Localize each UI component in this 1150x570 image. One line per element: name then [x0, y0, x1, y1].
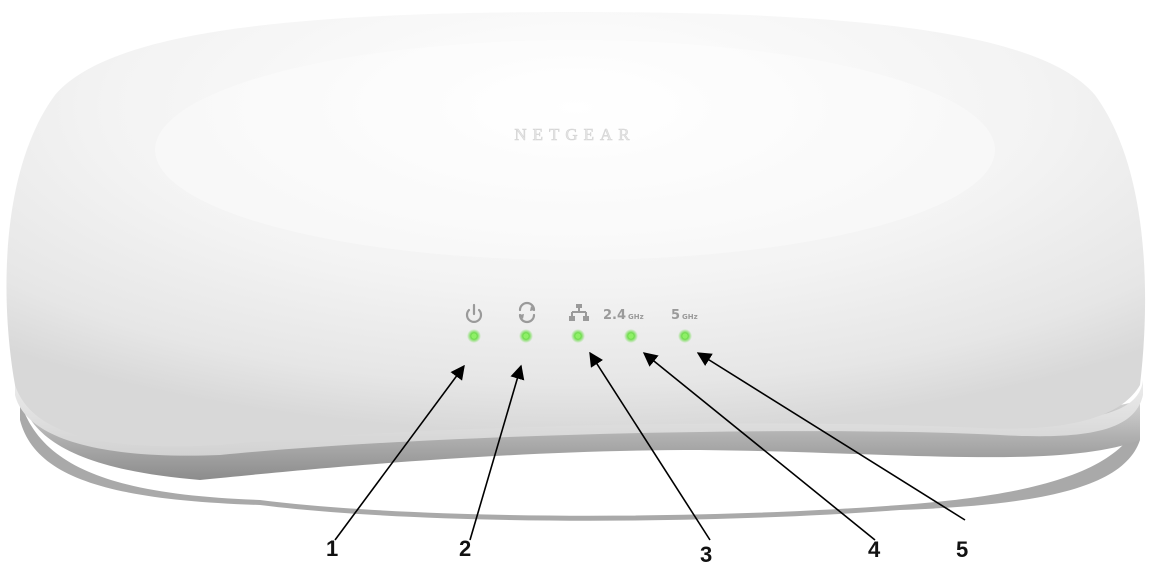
callout-number-5: 5 — [956, 537, 968, 562]
wifi-5-led — [678, 329, 692, 343]
band-5-label: 5 GHz — [671, 308, 698, 323]
band-2-4-label: 2.4 GHz — [603, 308, 644, 323]
cloud-icon — [518, 301, 536, 324]
callout-number-2: 2 — [459, 536, 471, 561]
brand-logo: NETGEAR — [514, 125, 635, 144]
shell-highlight — [155, 40, 995, 260]
cloud-led — [519, 329, 533, 343]
lan-icon — [569, 304, 589, 321]
callout-number-1: 1 — [326, 536, 338, 561]
device-top-shell — [6, 12, 1146, 447]
power-led — [467, 329, 481, 343]
callout-number-4: 4 — [868, 537, 881, 562]
lan-led — [571, 329, 585, 343]
callout-arrow-3 — [589, 351, 711, 541]
callout-number-3: 3 — [700, 542, 712, 567]
wifi-2-4-led — [624, 329, 638, 343]
callout-arrow-4 — [642, 352, 876, 541]
power-icon — [465, 303, 483, 323]
callout-arrow-5 — [696, 352, 966, 521]
callout-arrow-2 — [469, 364, 525, 541]
callout-arrow-1 — [334, 364, 465, 541]
